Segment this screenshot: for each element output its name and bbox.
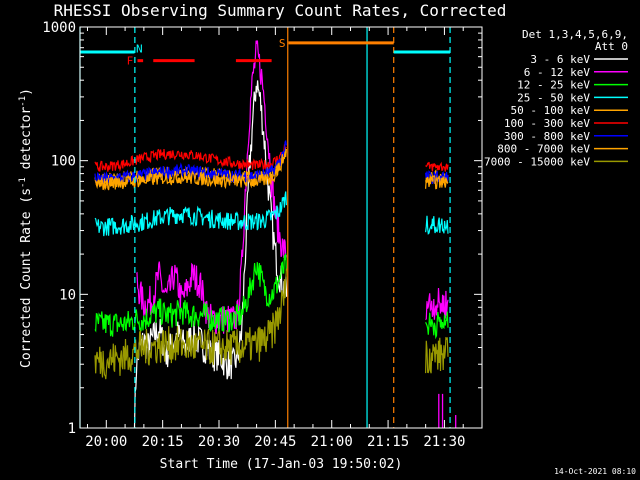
series-resume-25-50-kev	[425, 215, 449, 235]
legend-label-7000-15000-kev: 7000 - 15000 keV	[484, 155, 590, 168]
legend-label-100-300-kev: 100 - 300 keV	[504, 117, 590, 130]
legend-label-300-800-kev: 300 - 800 keV	[504, 130, 590, 143]
legend-label-50-100-kev: 50 - 100 keV	[511, 104, 591, 117]
series-resume-800-7000-kev	[425, 175, 449, 190]
series-line-300-800-kev	[94, 139, 287, 185]
y-axis-label-main: Corrected Count Rate (s	[19, 188, 34, 368]
series-line-7000-15000-kev	[94, 268, 287, 380]
y-axis-label: Corrected Count Rate (s-1 detector-1)	[18, 88, 34, 368]
series-resume-7000-15000-kev	[425, 336, 449, 374]
x-tick-label: 20:30	[198, 434, 240, 450]
y-tick-label: 100	[51, 154, 76, 170]
y-axis-label-exp2: -1	[18, 96, 28, 107]
x-axis-label: Start Time (17-Jan-03 19:50:02)	[160, 457, 403, 472]
plot-frame	[79, 26, 483, 429]
y-axis-label-exp1: -1	[18, 177, 28, 188]
x-tick-label: 21:15	[367, 434, 409, 450]
y-axis-label-mid: detector	[19, 107, 34, 178]
flag-label-n: N	[136, 43, 143, 56]
series-line-3-6-kev	[133, 80, 288, 429]
flag-label-f: F	[127, 55, 134, 68]
legend-label-800-7000-kev: 800 - 7000 keV	[497, 143, 590, 156]
series-resume-12-25-kev	[425, 311, 449, 340]
flag-label-s: S	[279, 37, 286, 50]
legend-label-12-25-kev: 12 - 25 keV	[517, 79, 590, 92]
x-tick-label: 21:30	[423, 434, 465, 450]
chart-title: RHESSI Observing Summary Count Rates, Co…	[54, 1, 507, 20]
series-resume-100-300-kev	[425, 161, 449, 172]
x-tick-label: 20:00	[85, 434, 127, 450]
axis-layer: 20:00 20:15 20:30 20:45 21:00 21:15 21:30 1 10 10…	[42, 20, 482, 450]
x-tick-label: 20:45	[254, 434, 296, 450]
plot-data-layer	[94, 40, 457, 429]
legend-header-detectors: Det 1,3,4,5,6,9,	[522, 28, 628, 41]
y-tick-label: 1000	[42, 20, 76, 36]
y-tick-label: 10	[59, 287, 76, 303]
series-line-25-50-kev	[94, 191, 287, 237]
series-line-100-300-kev	[94, 143, 287, 172]
legend-label-25-50-kev: 25 - 50 keV	[517, 91, 590, 104]
x-tick-label: 20:15	[142, 434, 184, 450]
legend-header-attenuator: Att 0	[595, 40, 628, 53]
y-axis-label-end: )	[19, 88, 34, 96]
legend-label-6-12-kev: 6 - 12 keV	[524, 66, 591, 79]
x-tick-label: 21:00	[311, 434, 353, 450]
series-line-800-7000-kev	[94, 148, 287, 191]
timestamp: 14-Oct-2021 08:10	[554, 467, 636, 476]
series-resume-6-12-kev	[425, 287, 449, 321]
series-line-12-25-kev	[94, 253, 287, 337]
y-tick-label: 1	[68, 421, 76, 437]
legend-label-3-6-kev: 3 - 6 keV	[530, 53, 590, 66]
